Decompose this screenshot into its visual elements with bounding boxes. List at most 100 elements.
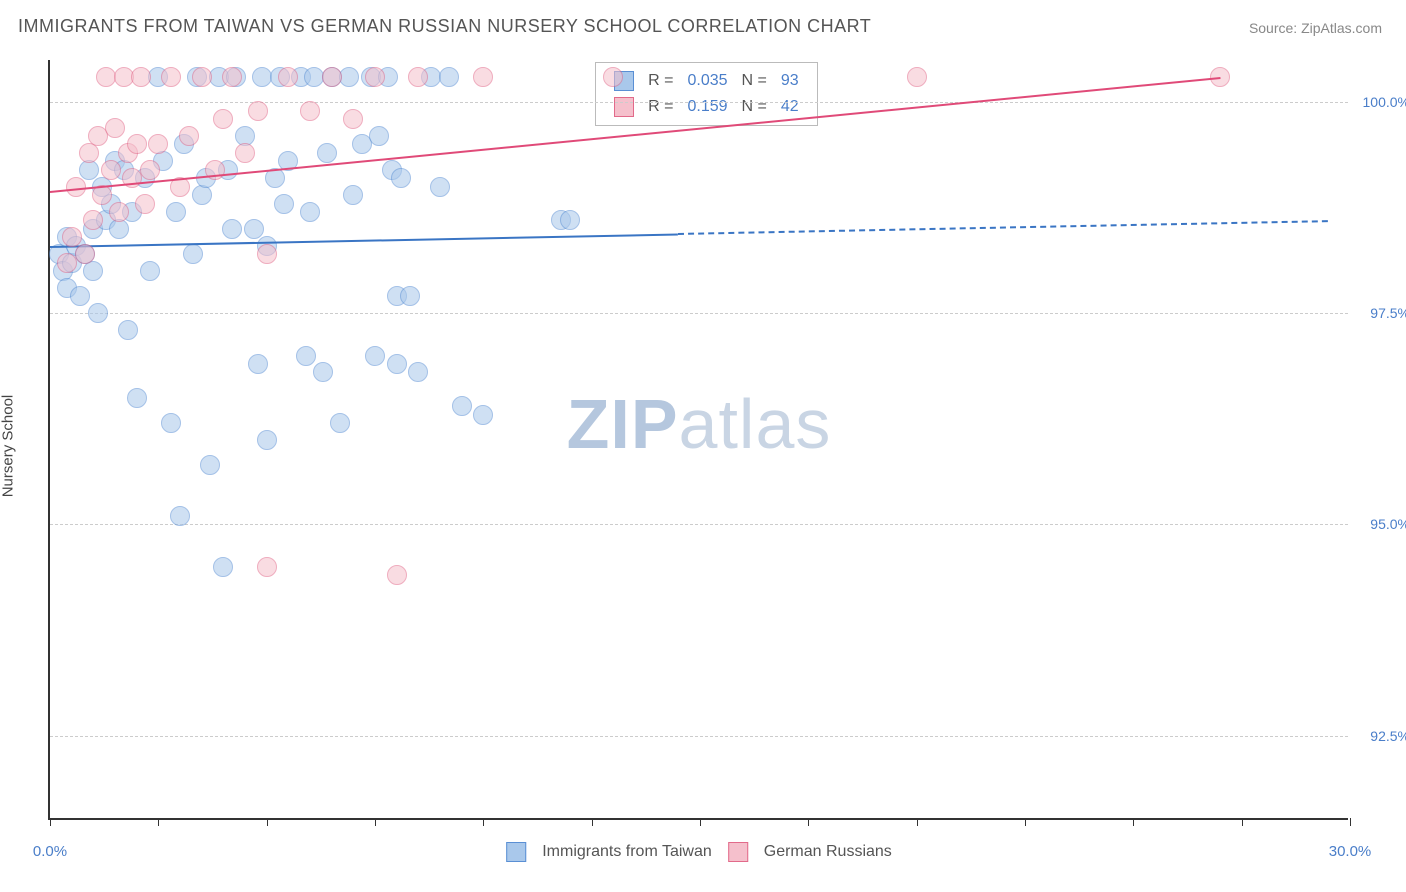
data-point — [322, 67, 342, 87]
data-point — [140, 261, 160, 281]
data-point — [603, 67, 623, 87]
gridline — [50, 736, 1348, 737]
data-point — [109, 202, 129, 222]
y-axis-label: Nursery School — [0, 395, 17, 498]
data-point — [473, 405, 493, 425]
data-point — [140, 160, 160, 180]
plot-area: ZIPatlas R =0.035N =93R =0.159N =42 Immi… — [48, 60, 1348, 820]
data-point — [907, 67, 927, 87]
legend-stats-box: R =0.035N =93R =0.159N =42 — [595, 62, 818, 126]
data-point — [274, 194, 294, 214]
gridline — [50, 102, 1348, 103]
data-point — [257, 557, 277, 577]
x-tick — [1025, 818, 1026, 826]
trend-line — [678, 220, 1328, 235]
trend-line — [50, 233, 678, 247]
y-tick-label: 97.5% — [1370, 305, 1406, 321]
data-point — [127, 388, 147, 408]
source-label: Source: ZipAtlas.com — [1249, 20, 1382, 36]
x-tick — [483, 818, 484, 826]
data-point — [317, 143, 337, 163]
x-tick — [917, 818, 918, 826]
data-point — [83, 261, 103, 281]
data-point — [439, 67, 459, 87]
data-point — [131, 67, 151, 87]
data-point — [300, 101, 320, 121]
data-point — [83, 210, 103, 230]
legend-swatch — [506, 842, 526, 862]
x-tick — [1242, 818, 1243, 826]
legend-series-label: German Russians — [764, 843, 892, 860]
data-point — [101, 160, 121, 180]
data-point — [387, 565, 407, 585]
gridline — [50, 524, 1348, 525]
data-point — [161, 413, 181, 433]
data-point — [105, 118, 125, 138]
data-point — [257, 430, 277, 450]
data-point — [179, 126, 199, 146]
data-point — [235, 143, 255, 163]
data-point — [127, 134, 147, 154]
x-tick — [375, 818, 376, 826]
data-point — [88, 303, 108, 323]
data-point — [148, 134, 168, 154]
data-point — [213, 557, 233, 577]
y-tick-label: 95.0% — [1370, 516, 1406, 532]
data-point — [365, 346, 385, 366]
data-point — [313, 362, 333, 382]
data-point — [400, 286, 420, 306]
data-point — [391, 168, 411, 188]
data-point — [161, 67, 181, 87]
gridline — [50, 313, 1348, 314]
data-point — [257, 244, 277, 264]
data-point — [296, 346, 316, 366]
data-point — [560, 210, 580, 230]
data-point — [213, 109, 233, 129]
data-point — [408, 362, 428, 382]
data-point — [222, 219, 242, 239]
x-tick-label: 30.0% — [1329, 843, 1372, 860]
data-point — [473, 67, 493, 87]
x-tick — [1350, 818, 1351, 826]
x-tick — [1133, 818, 1134, 826]
data-point — [170, 506, 190, 526]
chart-title: IMMIGRANTS FROM TAIWAN VS GERMAN RUSSIAN… — [18, 16, 871, 37]
data-point — [222, 67, 242, 87]
data-point — [248, 101, 268, 121]
data-point — [118, 320, 138, 340]
data-point — [369, 126, 389, 146]
x-tick — [808, 818, 809, 826]
watermark: ZIPatlas — [567, 384, 832, 464]
data-point — [192, 67, 212, 87]
data-point — [75, 244, 95, 264]
data-point — [192, 185, 212, 205]
x-tick — [700, 818, 701, 826]
data-point — [244, 219, 264, 239]
data-point — [452, 396, 472, 416]
data-point — [66, 177, 86, 197]
data-point — [343, 185, 363, 205]
legend-stats-row: R =0.159N =42 — [608, 95, 805, 119]
legend-series-label: Immigrants from Taiwan — [542, 843, 712, 860]
data-point — [300, 202, 320, 222]
x-tick — [50, 818, 51, 826]
data-point — [70, 286, 90, 306]
data-point — [183, 244, 203, 264]
data-point — [200, 455, 220, 475]
data-point — [330, 413, 350, 433]
data-point — [135, 194, 155, 214]
data-point — [430, 177, 450, 197]
data-point — [248, 354, 268, 374]
x-tick — [267, 818, 268, 826]
x-tick — [592, 818, 593, 826]
bottom-legend: Immigrants from Taiwan German Russians — [498, 842, 900, 862]
data-point — [408, 67, 428, 87]
legend-stats-row: R =0.035N =93 — [608, 69, 805, 93]
data-point — [62, 227, 82, 247]
legend-swatch — [728, 842, 748, 862]
x-tick — [158, 818, 159, 826]
data-point — [387, 354, 407, 374]
data-point — [278, 67, 298, 87]
data-point — [166, 202, 186, 222]
y-tick-label: 100.0% — [1363, 94, 1406, 110]
